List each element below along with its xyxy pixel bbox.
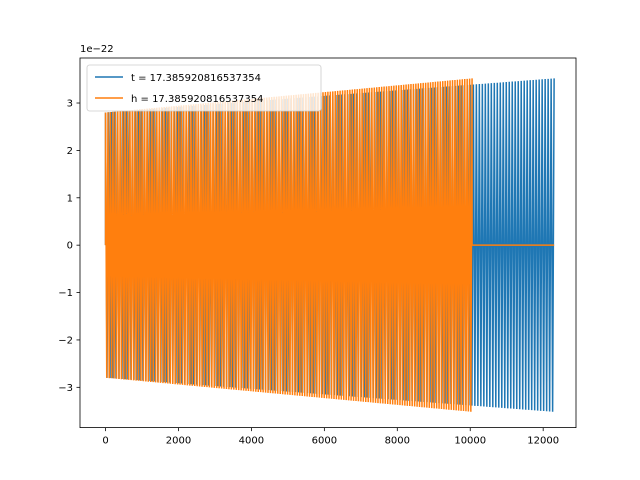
legend-label-1: t = 17.385920816537354: [131, 73, 261, 84]
plot-area: [104, 78, 555, 412]
y-axis: −3 −2 −1 0 1 2 3: [58, 99, 80, 394]
legend-label-2: h = 17.385920816537354: [131, 94, 263, 105]
series-line-2: [104, 78, 555, 412]
y-tick-label: −3: [58, 383, 73, 394]
y-tick-label: 0: [67, 241, 73, 252]
x-tick-label: 0: [102, 436, 108, 447]
x-tick-label: 12000: [527, 436, 559, 447]
x-tick-label: 8000: [385, 436, 410, 447]
x-tick-label: 4000: [239, 436, 264, 447]
x-tick-label: 10000: [454, 436, 486, 447]
x-tick-label: 6000: [312, 436, 337, 447]
y-tick-label: −2: [58, 335, 73, 346]
x-tick-label: 2000: [166, 436, 191, 447]
x-axis: 0 2000 4000 6000 8000 10000 12000: [102, 427, 559, 447]
y-tick-label: 2: [67, 146, 73, 157]
y-offset-text: 1e−22: [80, 44, 114, 55]
legend-box: [86, 64, 322, 112]
y-tick-label: 1: [67, 193, 73, 204]
axes-frame: [79, 57, 577, 429]
legend: t = 17.385920816537354 h = 17.38592081653…: [86, 64, 322, 112]
y-tick-label: −1: [58, 288, 73, 299]
y-tick-label: 3: [67, 99, 73, 110]
